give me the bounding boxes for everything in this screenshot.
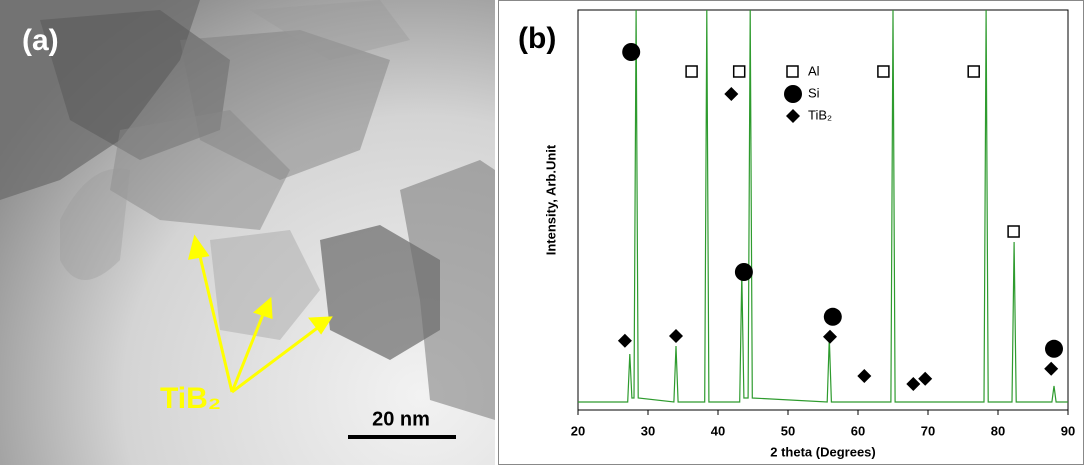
phase-marker bbox=[1008, 226, 1019, 237]
panel-label: (a) bbox=[22, 24, 59, 57]
phase-marker bbox=[918, 372, 932, 386]
phase-marker bbox=[735, 263, 753, 281]
phase-marker bbox=[724, 87, 738, 101]
legend-label: Al bbox=[808, 63, 820, 78]
panel-label: (b) bbox=[518, 22, 556, 55]
legend-marker bbox=[786, 109, 800, 123]
legend-marker bbox=[784, 85, 802, 103]
phase-marker bbox=[1045, 340, 1063, 358]
annotation: TiB₂ bbox=[160, 382, 221, 415]
x-axis-label: 2 theta (Degrees) bbox=[770, 444, 875, 459]
x-tick-label: 60 bbox=[851, 423, 865, 438]
phase-marker bbox=[1044, 362, 1058, 376]
figure: (a) TiB₂ 20 nm (b) 2 theta (Degrees) Int… bbox=[0, 0, 1084, 465]
x-tick-label: 20 bbox=[571, 423, 585, 438]
legend-label: TiB₂ bbox=[808, 107, 832, 122]
phase-marker bbox=[824, 308, 842, 326]
phase-marker bbox=[734, 66, 745, 77]
x-tick-label: 70 bbox=[921, 423, 935, 438]
x-tick-label: 90 bbox=[1061, 423, 1075, 438]
phase-marker bbox=[622, 43, 640, 61]
x-tick-label: 80 bbox=[991, 423, 1005, 438]
x-tick-label: 30 bbox=[641, 423, 655, 438]
phase-marker bbox=[823, 330, 837, 344]
phase-marker bbox=[968, 66, 979, 77]
phase-marker bbox=[686, 66, 697, 77]
scale-bar-label: 20 nm bbox=[372, 408, 430, 430]
page: (a) TiB₂ 20 nm (b) 2 theta (Degrees) Int… bbox=[0, 0, 1084, 465]
legend-marker bbox=[787, 66, 798, 77]
x-tick-label: 50 bbox=[781, 423, 795, 438]
legend-label: Si bbox=[808, 85, 820, 100]
phase-marker bbox=[878, 66, 889, 77]
x-tick-label: 40 bbox=[711, 423, 725, 438]
phase-marker bbox=[669, 329, 683, 343]
phase-marker bbox=[857, 369, 871, 383]
plot-frame bbox=[578, 10, 1068, 410]
pattern-line bbox=[578, 10, 1068, 402]
tem-image bbox=[0, 0, 495, 465]
phase-marker bbox=[906, 377, 920, 391]
phase-marker bbox=[618, 334, 632, 348]
y-axis-label: Intensity, Arb.Unit bbox=[543, 144, 558, 255]
